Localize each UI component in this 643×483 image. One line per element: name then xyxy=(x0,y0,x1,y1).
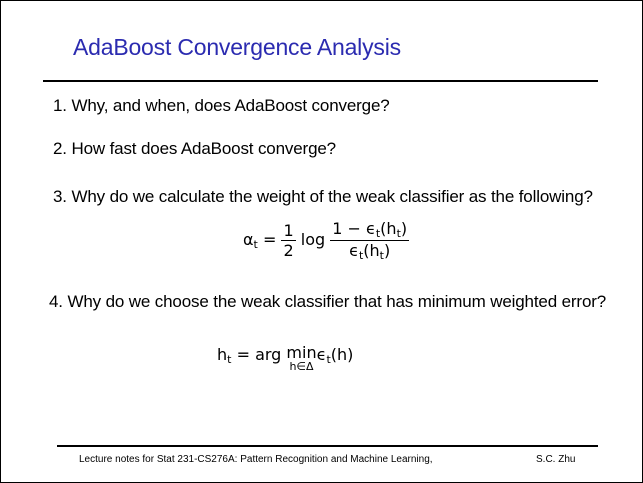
question-1: 1. Why, and when, does AdaBoost converge… xyxy=(53,96,390,115)
numerator-arg-sub: t xyxy=(396,227,401,240)
h-symbol: h xyxy=(217,345,228,364)
question-4: 4. Why do we choose the weak classifier … xyxy=(49,292,607,311)
error-ratio-denominator: ϵt(ht) xyxy=(330,240,410,262)
denominator-main: ϵ xyxy=(349,241,359,260)
half-numerator: 1 xyxy=(283,221,294,240)
half-fraction: 1 2 xyxy=(281,221,296,260)
min-text: min xyxy=(286,343,317,362)
footer-citation: Lecture notes for Stat 231-CS276A: Patte… xyxy=(79,454,433,465)
formula-h: ht = arg min h∈Δ ϵt(h) xyxy=(217,343,354,373)
half-denominator: 2 xyxy=(281,240,296,260)
slide-title: AdaBoost Convergence Analysis xyxy=(73,34,401,60)
epsilon-subscript: t xyxy=(326,353,331,366)
numerator-arg: (h xyxy=(380,219,397,238)
alpha-subscript: t xyxy=(253,238,258,251)
epsilon-symbol: ϵ xyxy=(316,345,327,364)
title-rule xyxy=(43,80,598,82)
arg-operator: arg xyxy=(255,345,282,364)
question-3: 3. Why do we calculate the weight of the… xyxy=(53,187,593,206)
numerator-main: 1 − ϵ xyxy=(332,219,376,238)
equals-sign-2: = xyxy=(236,345,250,364)
denominator-close: ) xyxy=(384,241,391,260)
min-operator: min h∈Δ xyxy=(286,343,317,373)
h-subscript: t xyxy=(227,353,232,366)
footer-author: S.C. Zhu xyxy=(536,454,576,465)
footer-rule xyxy=(57,445,598,447)
denominator-arg: (h xyxy=(363,241,380,260)
alpha-symbol: α xyxy=(243,230,254,249)
formula-alpha: αt = 1 2 log 1 − ϵt(ht) ϵt(ht) xyxy=(243,219,410,262)
numerator-close: ) xyxy=(400,219,408,238)
error-ratio-numerator: 1 − ϵt(ht) xyxy=(330,219,409,240)
error-ratio-fraction: 1 − ϵt(ht) ϵt(ht) xyxy=(330,219,410,262)
numerator-sub: t xyxy=(375,227,381,240)
denominator-arg-sub: t xyxy=(379,249,384,262)
epsilon-argument: (h) xyxy=(330,345,354,364)
denominator-sub: t xyxy=(358,249,364,262)
question-2: 2. How fast does AdaBoost converge? xyxy=(53,139,336,158)
min-underscript: h∈Δ xyxy=(289,360,314,373)
equals-sign: = xyxy=(262,230,277,249)
log-operator: log xyxy=(300,230,326,249)
